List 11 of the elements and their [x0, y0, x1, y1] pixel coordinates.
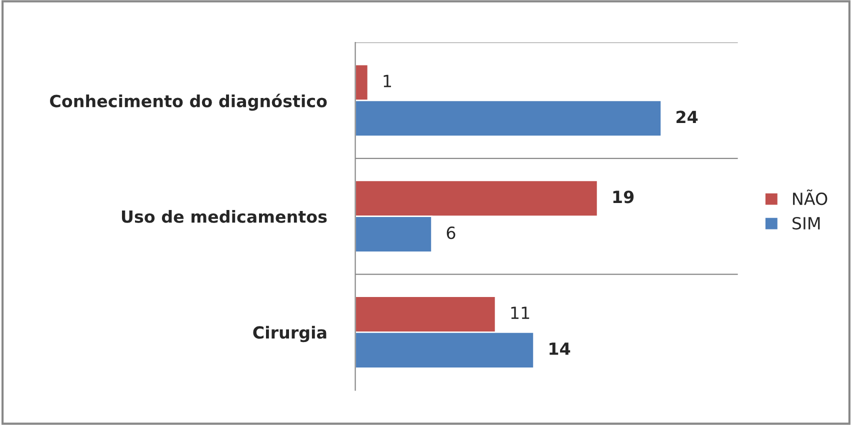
- data-label: 6: [446, 226, 456, 240]
- legend-label: SIM: [792, 216, 820, 230]
- data-label: 1: [384, 74, 391, 88]
- data-label: 11: [511, 306, 530, 319]
- data-label: 19: [613, 190, 634, 204]
- y-tick-label: Cirurgia: [253, 326, 326, 342]
- y-tick-label: Uso de medicamentos: [122, 210, 327, 223]
- data-label: 14: [550, 342, 570, 355]
- legend-label: NÃO: [793, 190, 828, 206]
- data-label: 24: [676, 110, 698, 124]
- y-tick-label: Conhecimento do diagnóstico: [50, 94, 327, 111]
